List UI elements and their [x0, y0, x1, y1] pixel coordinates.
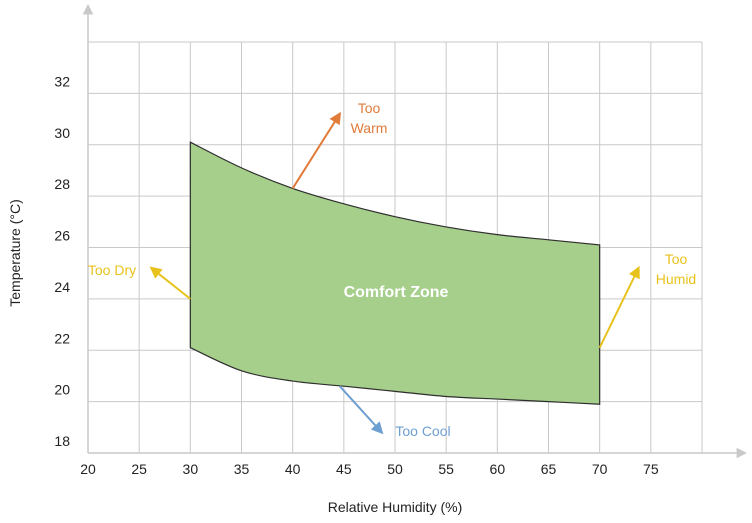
too-warm-label-line: Warm — [351, 120, 388, 136]
y-tick-label: 32 — [54, 73, 70, 89]
too-dry-arrow — [149, 266, 191, 300]
axes — [82, 3, 748, 459]
x-axis-title: Relative Humidity (%) — [328, 499, 463, 515]
y-tick-label: 20 — [54, 382, 70, 398]
too-humid-arrow — [598, 265, 640, 349]
too-cool-label-line: Too Cool — [395, 423, 450, 439]
too-dry-label: Too Dry — [88, 262, 136, 278]
too-dry-label-line: Too Dry — [88, 262, 136, 278]
x-tick-label: 45 — [336, 461, 352, 477]
x-tick-label: 75 — [643, 461, 659, 477]
annotations: Too Warm Too Dry Too Humid Too Cool — [88, 100, 696, 439]
x-tick-label: 25 — [131, 461, 147, 477]
too-cool-label: Too Cool — [395, 423, 450, 439]
too-humid-label: Too Humid — [656, 251, 696, 287]
x-tick-label: 65 — [541, 461, 557, 477]
y-tick-label: 30 — [54, 125, 70, 141]
too-cool-arrow — [338, 385, 384, 435]
x-tick-label: 30 — [183, 461, 199, 477]
x-tick-label: 50 — [387, 461, 403, 477]
too-warm-arrow — [291, 111, 342, 189]
comfort-zone-area — [189, 141, 601, 405]
comfort-zone-label: Comfort Zone — [344, 284, 449, 301]
comfort-zone-region — [189, 141, 601, 405]
too-warm-label-line: Too — [358, 100, 381, 116]
y-tick-label: 28 — [54, 176, 70, 192]
too-warm-label: Too Warm — [351, 100, 388, 136]
x-tick-label: 55 — [438, 461, 454, 477]
too-humid-label-line: Too — [665, 251, 688, 267]
x-tick-label: 70 — [592, 461, 608, 477]
y-tick-label: 24 — [54, 279, 70, 295]
tick-labels: 20 25 30 35 40 45 50 55 60 65 70 75 18 20 22 24 26 28 30 32 — [54, 73, 658, 477]
y-tick-label: 18 — [54, 433, 70, 449]
y-tick-label: 22 — [54, 330, 70, 346]
x-tick-label: 60 — [490, 461, 506, 477]
too-humid-label-line: Humid — [656, 271, 696, 287]
y-axis-title: Temperature (°C) — [7, 199, 23, 307]
x-tick-label: 35 — [234, 461, 250, 477]
y-tick-label: 26 — [54, 228, 70, 244]
x-tick-label: 40 — [285, 461, 301, 477]
x-tick-label: 20 — [80, 461, 96, 477]
